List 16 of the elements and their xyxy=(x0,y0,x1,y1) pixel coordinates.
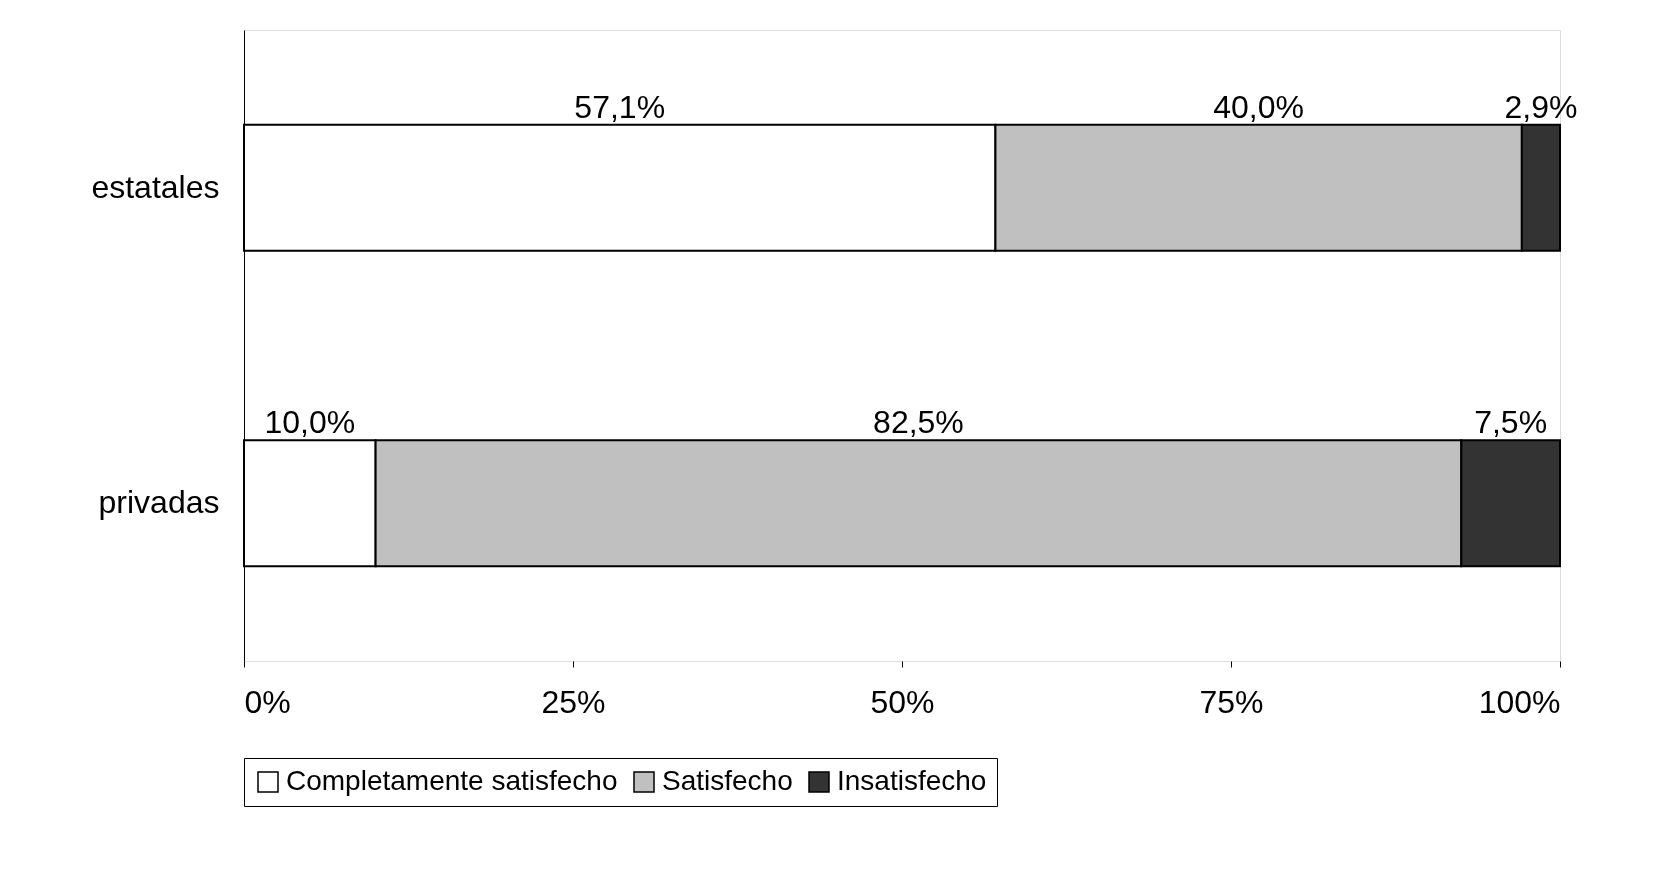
x-tick-label: 0% xyxy=(244,683,291,720)
data-label: 10,0% xyxy=(264,404,356,441)
data-label: 82,5% xyxy=(873,404,964,441)
legend-label: Satisfecho xyxy=(662,765,793,796)
data-label: 57,1% xyxy=(574,88,666,125)
data-label: 40,0% xyxy=(1213,88,1304,125)
data-label: 7,5% xyxy=(1474,404,1548,441)
x-tick-label: 75% xyxy=(1199,683,1264,720)
x-tick-label: 25% xyxy=(541,683,606,720)
data-label: 2,9% xyxy=(1504,88,1578,125)
legend-label: Completamente satisfecho xyxy=(286,765,618,796)
x-tick-label: 50% xyxy=(870,683,935,720)
x-tick-label: 100% xyxy=(1478,683,1561,720)
y-tick-label: estatales xyxy=(91,168,220,205)
legend-label: Insatisfecho xyxy=(837,765,987,796)
y-tick-label: privadas xyxy=(98,484,220,521)
